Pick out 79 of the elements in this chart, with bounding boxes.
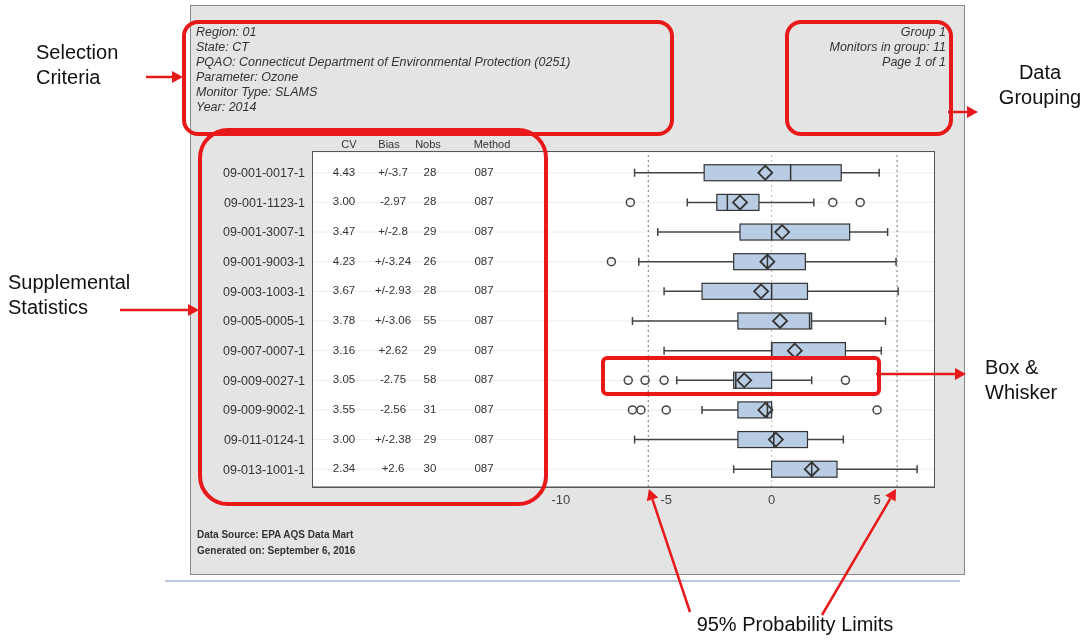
text: Monitor Type: SLAMS <box>196 85 318 99</box>
annotation: 26 <box>423 254 437 267</box>
annotation: 4.23 <box>331 254 357 267</box>
x-tick-label: -10 <box>551 492 571 508</box>
annotation: 087 <box>473 195 495 208</box>
text: Nobs <box>414 138 442 150</box>
annotation: 087 <box>473 343 495 356</box>
annotation: +/-2.8 <box>377 225 409 238</box>
text: Region: 01 <box>196 25 257 39</box>
annotation: 29 <box>423 225 437 238</box>
annotation: 58 <box>422 373 438 386</box>
y-tick-label: 09-009-0027-1 <box>222 373 306 388</box>
annotation: 087 <box>473 462 495 475</box>
annotation: 28 <box>423 165 437 178</box>
annotation: 087 <box>473 313 495 326</box>
annotation: -2.56 <box>378 402 408 415</box>
y-tick-label: 09-003-1003-1 <box>222 284 306 299</box>
annotation: 29 <box>423 432 437 445</box>
annotation: 087 <box>473 225 495 238</box>
annotation: 2.34 <box>331 462 357 475</box>
annotation: 087 <box>473 165 495 178</box>
x-tick-label: 0 <box>768 492 776 508</box>
annotation: 30 <box>422 462 438 475</box>
text: Parameter: Ozone <box>196 70 299 84</box>
text: Method <box>472 138 512 150</box>
annotation: +2.6 <box>380 462 406 475</box>
y-tick-label: 09-011-0124-1 <box>223 433 306 447</box>
y-tick-label: 09-001-1123-1 <box>223 195 306 210</box>
annotation: 29 <box>423 343 437 356</box>
annotation: 3.47 <box>331 225 357 238</box>
annotation: 087 <box>473 402 495 415</box>
text: Box & Whisker <box>985 355 1059 405</box>
y-tick-label: 09-005-0005-1 <box>222 314 306 329</box>
annotation: 3.67 <box>331 284 357 297</box>
x-tick-label: -5 <box>660 492 672 508</box>
annotation: 3.05 <box>331 373 357 386</box>
annotation: +/-2.38 <box>373 432 413 445</box>
y-tick-label: 09-007-0007-1 <box>222 344 306 359</box>
annotation: 087 <box>473 432 495 445</box>
annotation: 4.43 <box>331 165 357 178</box>
annotation: -2.97 <box>378 195 408 208</box>
annotation: 087 <box>473 284 495 297</box>
annotation: 3.78 <box>331 313 357 326</box>
x-tick-label: 5 <box>873 492 881 508</box>
annotation: 3.16 <box>331 343 357 356</box>
text: PQAO: Connecticut Department of Environmental Protection (0251) <box>196 55 571 69</box>
y-tick-label: 09-001-0017-1 <box>222 166 306 181</box>
text: CV <box>340 138 358 150</box>
text: Group 1 <box>900 25 946 39</box>
annotation: 3.00 <box>331 432 357 445</box>
text: Selection Criteria <box>36 40 120 90</box>
y-tick-label: 09-001-9003-1 <box>222 255 306 270</box>
annotation: 31 <box>422 402 438 415</box>
annotation: 087 <box>473 373 495 386</box>
annotation: 3.55 <box>331 402 357 415</box>
text: State: CT <box>196 40 249 54</box>
annotation: 087 <box>473 254 495 267</box>
text: Year: 2014 <box>196 100 257 114</box>
text: Generated on: September 6, 2016 <box>197 545 356 556</box>
text: 95% Probability Limits <box>695 612 895 637</box>
annotation: 28 <box>422 195 438 208</box>
text: Data Grouping <box>997 60 1083 110</box>
annotation: -2.75 <box>378 373 408 386</box>
y-tick-label: 09-013-1001-1 <box>222 462 306 477</box>
text: Monitors in group: 11 <box>829 40 946 54</box>
annotation: +/-3.24 <box>373 254 413 267</box>
text: Page 1 of 1 <box>882 55 946 69</box>
annotation: 55 <box>423 313 437 326</box>
text: Bias <box>378 138 400 150</box>
annotation: +/-2.93 <box>373 284 413 297</box>
annotation: 3.00 <box>331 195 357 208</box>
text: Supplemental Statistics <box>8 270 132 320</box>
y-tick-label: 09-009-9002-1 <box>222 403 306 418</box>
annotation: 28 <box>423 284 437 297</box>
annotation: +/-3.06 <box>373 313 413 326</box>
annotation: +2.62 <box>377 343 409 356</box>
y-tick-label: 09-001-3007-1 <box>222 225 306 240</box>
annotation: +/-3.7 <box>377 165 409 178</box>
source-note: Data Source: EPA AQS Data Mart <box>197 529 354 540</box>
